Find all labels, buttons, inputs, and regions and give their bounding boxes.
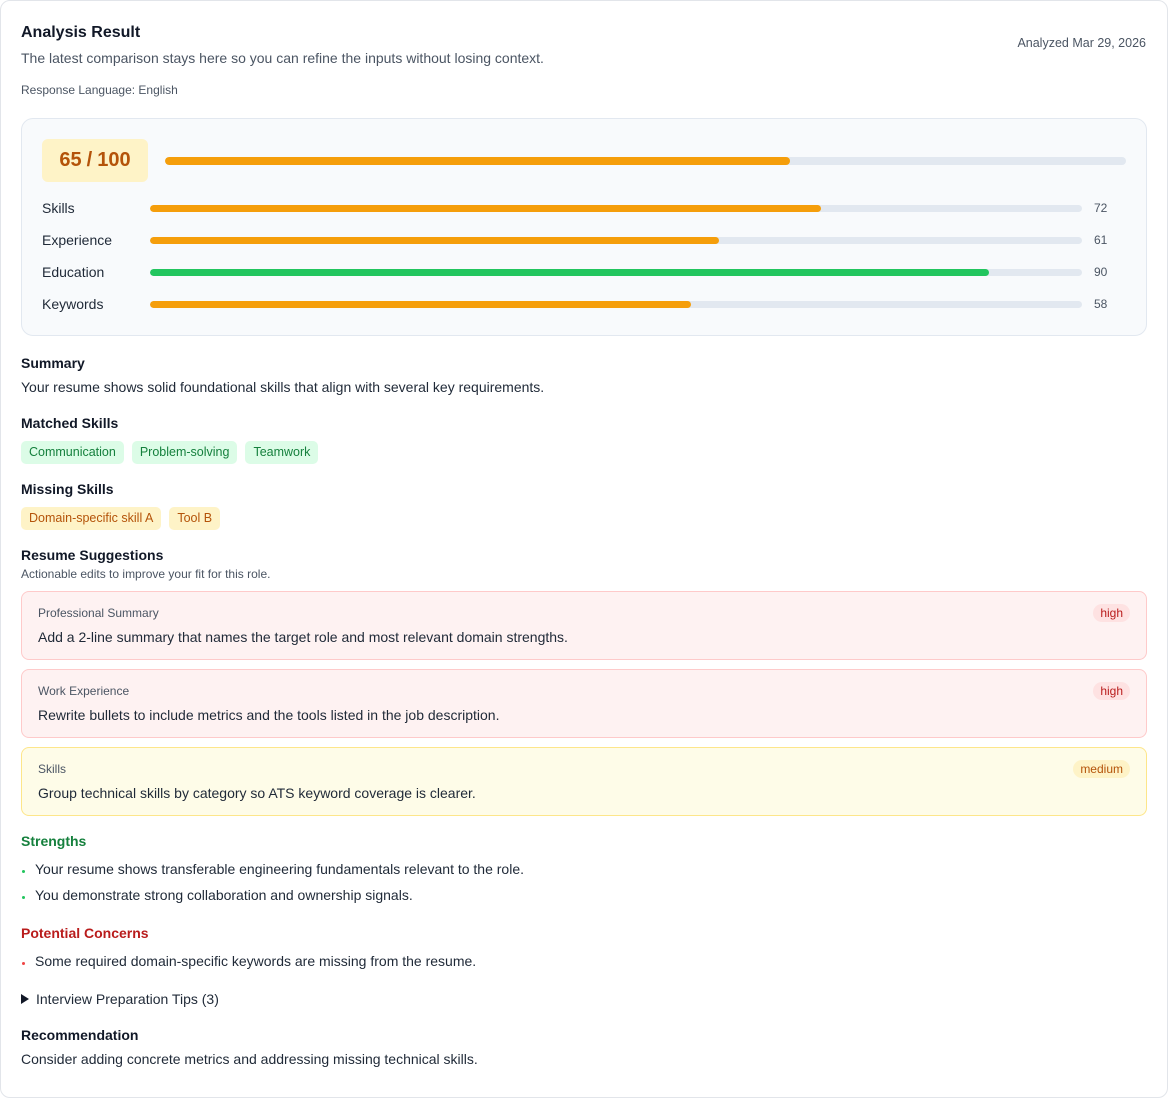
recommendation: Recommendation Consider adding concrete …	[21, 1025, 1147, 1070]
suggestion-card: Professional Summary high Add a 2-line sum…	[21, 591, 1147, 660]
subscore-value: 61	[1094, 233, 1108, 247]
concern-list: Some required domain-specific keywords a…	[21, 948, 1147, 974]
score-value: 65	[59, 149, 82, 171]
matched-skill-chip: Problem-solving	[131, 441, 238, 464]
subscore-value: 90	[1094, 265, 1108, 279]
matched-skill-chip: Communication	[21, 441, 124, 464]
subscore-track	[150, 300, 1082, 308]
strength-item: Your resume shows transferable engineeri…	[21, 856, 1147, 882]
concerns-heading: Potential Concerns	[21, 925, 149, 941]
overall-score: 65 / 100	[42, 139, 1126, 182]
score-panel: 65 / 100 Skills 72 Experience 61 Education 90…	[21, 118, 1147, 336]
bar-fill	[150, 236, 719, 244]
missing-skill-chip: Tool B	[169, 507, 221, 530]
subscore-row: Education 90	[42, 256, 1126, 288]
matched-skill-chip: Teamwork	[245, 441, 319, 464]
title: Analysis Result	[21, 24, 141, 41]
subscore-label: Education	[42, 264, 105, 280]
bar-fill	[150, 268, 989, 276]
suggestions-heading: Resume Suggestions	[21, 547, 164, 563]
subscore-track	[150, 236, 1082, 244]
bar-fill	[150, 204, 822, 212]
suggestion-section: Skills	[38, 762, 67, 776]
suggestions: Resume Suggestions Actionable edits to i…	[21, 545, 1147, 816]
strength-list: Your resume shows transferable engineeri…	[21, 856, 1147, 908]
subscore-label: Keywords	[42, 296, 104, 312]
response-language: Response Language: English	[21, 83, 178, 97]
suggestion-text: Group technical skills by category so AT…	[38, 785, 476, 801]
matched-skills: Matched Skills Communication Problem-solv…	[21, 413, 1147, 464]
subtitle: The latest comparison stays here so you …	[21, 50, 544, 66]
priority-badge: medium	[1073, 760, 1130, 778]
subscores: Skills 72 Experience 61 Education 90 Keywords 5…	[42, 192, 1126, 320]
recommendation-heading: Recommendation	[21, 1027, 139, 1043]
bar-fill	[165, 156, 790, 165]
interview-tips[interactable]: Interview Preparation Tips (3)	[21, 989, 1147, 1009]
bar-fill	[150, 300, 691, 308]
concerns: Potential Concerns Some required domain-…	[21, 923, 1147, 974]
strength-item: You demonstrate strong collaboration and…	[21, 882, 1147, 908]
suggestion-text: Rewrite bullets to include metrics and t…	[38, 707, 500, 723]
subscore-track	[150, 268, 1082, 276]
subscore-value: 72	[1094, 201, 1108, 215]
subscore-row: Experience 61	[42, 224, 1126, 256]
chip-list: Domain-specific skill A Tool B	[21, 507, 1147, 530]
strengths-heading: Strengths	[21, 833, 87, 849]
subscore-value: 58	[1094, 297, 1108, 311]
summary-heading: Summary	[21, 355, 85, 371]
suggestion-section: Professional Summary	[38, 606, 159, 620]
interview-tips-toggle[interactable]: Interview Preparation Tips (3)	[21, 989, 1147, 1009]
subscore-row: Skills 72	[42, 192, 1126, 224]
score-badge: 65 / 100	[42, 139, 148, 182]
missing-skill-chip: Domain-specific skill A	[21, 507, 162, 530]
priority-badge: high	[1093, 604, 1130, 622]
analyzed-date: Analyzed Mar 29, 2026	[1017, 36, 1146, 50]
chip-list: Communication Problem-solving Teamwork	[21, 441, 1147, 464]
strengths: Strengths Your resume shows transferable…	[21, 831, 1147, 908]
matched-heading: Matched Skills	[21, 415, 119, 431]
subscore-row: Keywords 58	[42, 288, 1126, 320]
concern-item: Some required domain-specific keywords a…	[21, 948, 1147, 974]
missing-heading: Missing Skills	[21, 481, 114, 497]
summary-text: Your resume shows solid foundational ski…	[21, 379, 545, 395]
missing-skills: Missing Skills Domain-specific skill A To…	[21, 479, 1147, 530]
suggestions-subheading: Actionable edits to improve your fit for…	[21, 567, 271, 581]
subscore-label: Experience	[42, 232, 113, 248]
summary: Summary Your resume shows solid foundati…	[21, 353, 1147, 398]
suggestion-card: Skills medium Group technical skills by ca…	[21, 747, 1147, 816]
priority-badge: high	[1093, 682, 1130, 700]
score-track	[165, 156, 1126, 165]
score-max: 100	[97, 149, 131, 171]
subscore-label: Skills	[42, 200, 75, 216]
subscore-track	[150, 204, 1082, 212]
suggestion-section: Work Experience	[38, 684, 130, 698]
recommendation-text: Consider adding concrete metrics and add…	[21, 1051, 478, 1067]
suggestion-list: Professional Summary high Add a 2-line sum…	[21, 591, 1147, 816]
score-separator: /	[86, 149, 93, 171]
suggestion-text: Add a 2-line summary that names the targ…	[38, 629, 568, 645]
suggestion-card: Work Experience high Rewrite bullets to in…	[21, 669, 1147, 738]
